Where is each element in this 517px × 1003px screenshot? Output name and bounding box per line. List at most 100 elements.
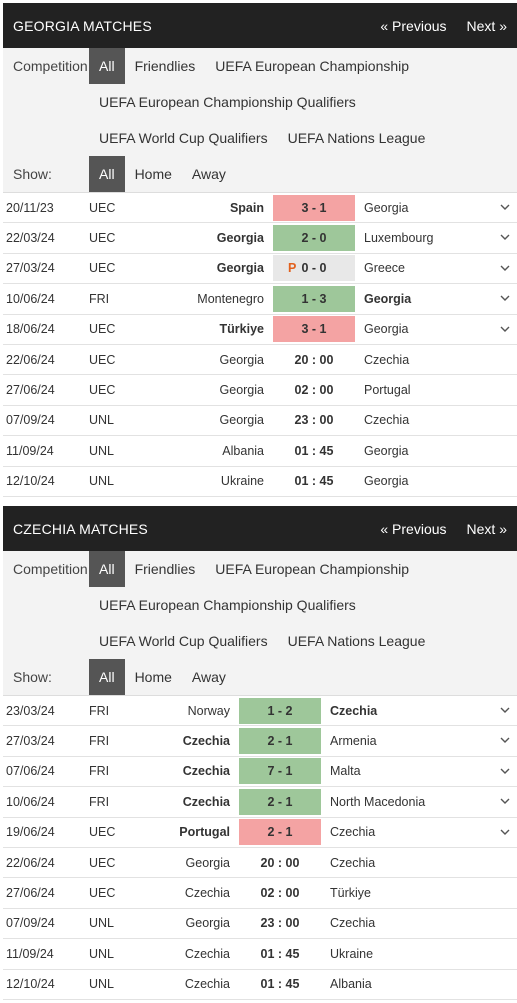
score-text: 23 : 00 — [294, 413, 334, 428]
away-team: Georgia — [364, 291, 412, 306]
match-row[interactable]: 20/11/23 UEC Spain 3 - 1 Georgia — [3, 193, 517, 224]
away-team: Czechia — [330, 855, 376, 870]
home-team: Albania — [222, 443, 264, 458]
home-team: Czechia — [182, 794, 230, 809]
chevron-down-icon[interactable] — [499, 826, 511, 838]
match-row: 22/06/24 UEC Georgia 20 : 00 Czechia — [3, 345, 517, 376]
away-team: North Macedonia — [330, 794, 426, 809]
previous-link[interactable]: « Previous — [380, 17, 447, 34]
competition-row-3: UEFA World Cup Qualifiers UEFA Nations L… — [3, 120, 517, 156]
home-team: Czechia — [184, 886, 230, 901]
match-row[interactable]: 23/03/24 FRI Norway 1 - 2 Czechia — [3, 696, 517, 727]
competition-euro-qualifiers[interactable]: UEFA European Championship Qualifiers — [99, 597, 356, 613]
home-team: Georgia — [185, 855, 230, 870]
match-competition: UNL — [89, 916, 115, 931]
chevron-down-icon[interactable] — [499, 292, 511, 304]
match-row[interactable]: 18/06/24 UEC Türkiye 3 - 1 Georgia — [3, 315, 517, 345]
kickoff-time: 01 : 45 — [273, 438, 355, 464]
score-text: 01 : 45 — [260, 946, 300, 961]
panel-header: GEORGIA MATCHES « Previous Next » — [3, 3, 517, 48]
show-all[interactable]: All — [89, 659, 125, 695]
home-team: Norway — [187, 703, 230, 718]
score-text: 20 : 00 — [294, 352, 334, 367]
match-row[interactable]: 27/03/24 FRI Czechia 2 - 1 Armenia — [3, 726, 517, 757]
chevron-down-icon[interactable] — [499, 765, 511, 777]
competition-wc-qualifiers[interactable]: UEFA World Cup Qualifiers — [99, 130, 268, 146]
match-competition: UEC — [89, 855, 116, 870]
match-competition: UNL — [89, 946, 115, 961]
away-team: Armenia — [330, 734, 377, 749]
kickoff-time: 23 : 00 — [239, 910, 321, 936]
chevron-down-icon[interactable] — [499, 704, 511, 716]
show-label: Show: — [13, 669, 52, 685]
kickoff-time: 01 : 45 — [239, 941, 321, 967]
match-date: 18/06/24 — [6, 322, 55, 337]
next-link[interactable]: Next » — [466, 17, 507, 34]
competition-all[interactable]: All — [89, 551, 125, 587]
pagination: « Previous Next » — [380, 521, 507, 537]
chevron-down-icon[interactable] — [499, 262, 511, 274]
match-row[interactable]: 10/06/24 FRI Montenegro 1 - 3 Georgia — [3, 284, 517, 315]
competition-euro[interactable]: UEFA European Championship — [215, 58, 410, 74]
kickoff-time: 01 : 45 — [273, 468, 355, 494]
match-row[interactable]: 19/06/24 UEC Portugal 2 - 1 Czechia — [3, 818, 517, 848]
competition-friendlies[interactable]: Friendlies — [134, 58, 196, 74]
show-away[interactable]: Away — [191, 166, 226, 182]
show-all[interactable]: All — [89, 156, 125, 192]
show-home[interactable]: Home — [134, 669, 172, 685]
match-score: 2 - 0 — [273, 225, 355, 252]
match-row[interactable]: 10/06/24 FRI Czechia 2 - 1 North Macedonia — [3, 787, 517, 818]
competition-nations-league[interactable]: UEFA Nations League — [287, 633, 426, 649]
match-row[interactable]: 27/03/24 UEC Georgia P 0 - 0 Greece — [3, 254, 517, 285]
competition-euro-qualifiers[interactable]: UEFA European Championship Qualifiers — [99, 94, 356, 110]
away-team: Greece — [364, 261, 405, 276]
competition-nations-league[interactable]: UEFA Nations League — [287, 130, 426, 146]
previous-link[interactable]: « Previous — [380, 520, 447, 537]
score-text: 3 - 1 — [301, 200, 327, 215]
match-date: 20/11/23 — [6, 200, 54, 215]
match-date: 22/06/24 — [6, 855, 55, 870]
chevron-down-icon[interactable] — [499, 795, 511, 807]
match-competition: UEC — [89, 886, 116, 901]
chevron-down-icon[interactable] — [499, 734, 511, 746]
match-row[interactable]: 07/06/24 FRI Czechia 7 - 1 Malta — [3, 757, 517, 788]
show-row: Show: All Home Away — [3, 659, 517, 695]
home-team: Montenegro — [197, 291, 264, 306]
score-text: 01 : 45 — [260, 977, 300, 992]
match-score: 3 - 1 — [273, 194, 355, 221]
away-team: Luxembourg — [364, 231, 434, 246]
chevron-down-icon[interactable] — [499, 201, 511, 213]
away-team: Czechia — [330, 916, 376, 931]
kickoff-time: 23 : 00 — [273, 407, 355, 433]
away-team: Malta — [330, 764, 361, 779]
match-row: 12/10/24 UNL Czechia 01 : 45 Albania — [3, 970, 517, 1000]
match-competition: UNL — [89, 413, 115, 428]
competition-row: Competition: All Friendlies UEFA Europea… — [3, 551, 517, 587]
away-team: Czechia — [330, 703, 378, 718]
competition-label: Competition: — [13, 561, 92, 577]
match-row[interactable]: 22/03/24 UEC Georgia 2 - 0 Luxembourg — [3, 223, 517, 254]
score-text: 0 - 0 — [301, 261, 327, 276]
competition-all[interactable]: All — [89, 48, 125, 84]
match-date: 23/03/24 — [6, 703, 55, 718]
match-competition: FRI — [89, 794, 110, 809]
match-competition: UEC — [89, 352, 116, 367]
competition-wc-qualifiers[interactable]: UEFA World Cup Qualifiers — [99, 633, 268, 649]
match-score: 3 - 1 — [273, 316, 355, 343]
score-text: 01 : 45 — [294, 443, 334, 458]
match-score: 7 - 1 — [239, 758, 321, 785]
match-date: 10/06/24 — [6, 794, 55, 809]
score-text: 2 - 1 — [267, 734, 293, 749]
away-team: Czechia — [330, 825, 376, 840]
chevron-down-icon[interactable] — [499, 323, 511, 335]
away-team: Georgia — [364, 443, 409, 458]
competition-friendlies[interactable]: Friendlies — [134, 561, 196, 577]
chevron-down-icon[interactable] — [499, 231, 511, 243]
next-link[interactable]: Next » — [466, 520, 507, 537]
home-team: Georgia — [219, 383, 264, 398]
home-team: Georgia — [216, 261, 264, 276]
show-away[interactable]: Away — [191, 669, 226, 685]
match-list: 20/11/23 UEC Spain 3 - 1 Georgia 22/03/24 UEC G… — [3, 192, 517, 497]
competition-euro[interactable]: UEFA European Championship — [215, 561, 410, 577]
show-home[interactable]: Home — [134, 166, 172, 182]
